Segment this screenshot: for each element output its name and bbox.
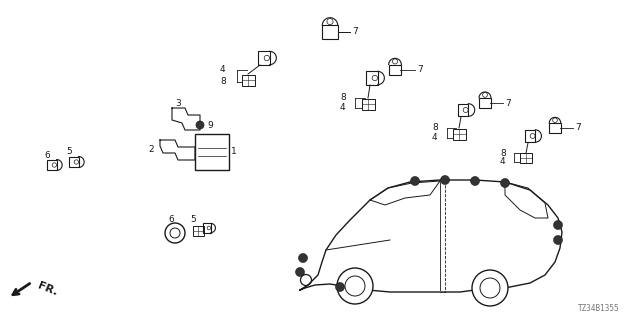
Text: FR.: FR. <box>36 281 59 298</box>
Text: 7: 7 <box>417 66 423 75</box>
Text: 5: 5 <box>66 148 72 156</box>
Text: 7: 7 <box>505 99 511 108</box>
Text: 7: 7 <box>352 28 358 36</box>
Text: 3: 3 <box>175 100 180 108</box>
Bar <box>549 123 561 133</box>
Circle shape <box>337 268 373 304</box>
Circle shape <box>500 179 509 188</box>
Text: 6: 6 <box>168 215 173 225</box>
Text: 4: 4 <box>340 103 346 113</box>
Text: 4: 4 <box>220 66 226 75</box>
Circle shape <box>554 236 563 244</box>
Circle shape <box>296 268 305 276</box>
Bar <box>520 153 532 163</box>
Circle shape <box>472 270 508 306</box>
Circle shape <box>440 175 449 185</box>
Bar <box>203 223 211 233</box>
Text: 4: 4 <box>500 157 506 166</box>
Bar <box>195 134 229 170</box>
Bar <box>362 99 374 109</box>
Bar <box>525 130 535 142</box>
Bar <box>458 104 468 116</box>
Text: 4: 4 <box>432 133 438 142</box>
Text: 8: 8 <box>500 148 506 157</box>
Bar <box>193 226 204 236</box>
Bar <box>323 25 338 39</box>
Text: 8: 8 <box>432 124 438 132</box>
Text: 8: 8 <box>340 93 346 102</box>
Bar <box>47 160 57 171</box>
Text: 8: 8 <box>220 77 226 86</box>
Bar <box>479 98 491 108</box>
Text: 7: 7 <box>575 124 580 132</box>
Polygon shape <box>505 182 548 218</box>
Circle shape <box>470 177 479 186</box>
Polygon shape <box>370 181 440 205</box>
Text: 5: 5 <box>190 215 196 225</box>
Circle shape <box>410 177 419 186</box>
Circle shape <box>554 220 563 229</box>
Bar <box>241 75 255 85</box>
Text: 1: 1 <box>231 148 237 156</box>
Circle shape <box>335 283 344 292</box>
Bar <box>366 71 378 85</box>
Bar <box>69 156 79 167</box>
Bar <box>259 51 269 65</box>
Circle shape <box>298 253 307 262</box>
Polygon shape <box>160 140 195 160</box>
Text: 2: 2 <box>148 146 154 155</box>
Bar <box>388 65 401 76</box>
Text: 6: 6 <box>44 150 50 159</box>
Text: 9: 9 <box>207 121 212 130</box>
Bar <box>452 129 465 140</box>
Circle shape <box>196 121 204 129</box>
Text: TZ34B1355: TZ34B1355 <box>579 304 620 313</box>
Polygon shape <box>172 108 200 130</box>
